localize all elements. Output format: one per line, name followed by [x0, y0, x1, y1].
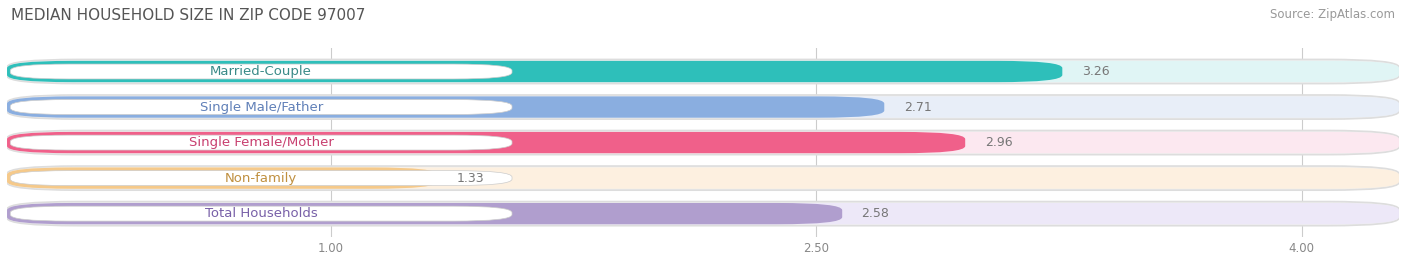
FancyBboxPatch shape — [10, 171, 512, 186]
Text: Married-Couple: Married-Couple — [211, 65, 312, 78]
Text: Single Female/Mother: Single Female/Mother — [188, 136, 333, 149]
FancyBboxPatch shape — [7, 167, 437, 189]
Text: Single Male/Father: Single Male/Father — [200, 101, 323, 114]
FancyBboxPatch shape — [7, 203, 1399, 224]
FancyBboxPatch shape — [7, 96, 1399, 118]
Text: Source: ZipAtlas.com: Source: ZipAtlas.com — [1270, 8, 1395, 21]
FancyBboxPatch shape — [7, 203, 842, 224]
Text: 3.26: 3.26 — [1081, 65, 1109, 78]
FancyBboxPatch shape — [7, 96, 884, 118]
Text: 2.71: 2.71 — [904, 101, 931, 114]
Text: Non-family: Non-family — [225, 172, 297, 185]
FancyBboxPatch shape — [7, 61, 1399, 82]
FancyBboxPatch shape — [10, 206, 512, 221]
Text: MEDIAN HOUSEHOLD SIZE IN ZIP CODE 97007: MEDIAN HOUSEHOLD SIZE IN ZIP CODE 97007 — [11, 8, 366, 23]
FancyBboxPatch shape — [7, 61, 1063, 82]
FancyBboxPatch shape — [7, 132, 965, 153]
FancyBboxPatch shape — [7, 166, 1399, 190]
FancyBboxPatch shape — [7, 167, 1399, 189]
FancyBboxPatch shape — [7, 95, 1399, 119]
FancyBboxPatch shape — [10, 64, 512, 79]
Text: 1.33: 1.33 — [457, 172, 485, 185]
FancyBboxPatch shape — [10, 100, 512, 115]
FancyBboxPatch shape — [7, 59, 1399, 84]
FancyBboxPatch shape — [7, 201, 1399, 226]
Text: Total Households: Total Households — [205, 207, 318, 220]
FancyBboxPatch shape — [7, 132, 1399, 153]
FancyBboxPatch shape — [10, 135, 512, 150]
Text: 2.58: 2.58 — [862, 207, 890, 220]
FancyBboxPatch shape — [7, 130, 1399, 155]
Text: 2.96: 2.96 — [984, 136, 1012, 149]
